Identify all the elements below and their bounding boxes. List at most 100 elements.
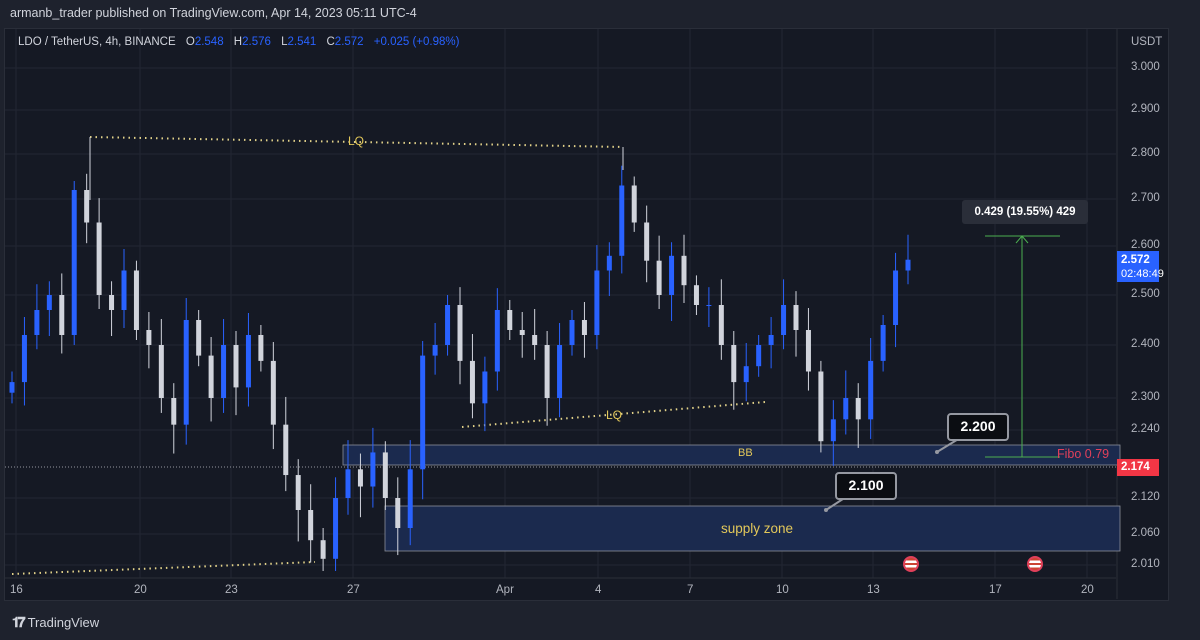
candle-body bbox=[532, 335, 538, 345]
candle-body bbox=[333, 498, 339, 559]
candle-body bbox=[631, 185, 637, 223]
candle-body bbox=[843, 398, 849, 420]
fibo-label: Fibo 0.79 bbox=[1057, 447, 1110, 461]
candle-body bbox=[46, 295, 52, 310]
candle-body bbox=[507, 310, 513, 330]
candle-body bbox=[283, 424, 289, 476]
candle-body bbox=[320, 540, 326, 559]
candle-body bbox=[855, 398, 861, 420]
candle-body bbox=[233, 345, 239, 388]
candle-body bbox=[594, 270, 600, 335]
us-event-flag-icon[interactable] bbox=[903, 556, 919, 572]
candle-body bbox=[158, 345, 164, 398]
candle-body bbox=[644, 222, 650, 261]
candle-body bbox=[893, 270, 899, 325]
time-tick: 20 bbox=[134, 584, 147, 596]
candle-body bbox=[171, 398, 177, 425]
candle-body bbox=[71, 190, 77, 335]
price-tick: 2.010 bbox=[1131, 558, 1160, 570]
price-tick: 2.500 bbox=[1131, 288, 1160, 300]
candle-body bbox=[718, 305, 724, 345]
price-tick: 2.900 bbox=[1131, 103, 1160, 115]
price-tick: 2.120 bbox=[1131, 491, 1160, 503]
supply-zone bbox=[384, 505, 1121, 552]
price-tick: 2.400 bbox=[1131, 338, 1160, 350]
low-label: L bbox=[281, 36, 288, 48]
candle-body bbox=[245, 335, 251, 388]
candle-body bbox=[669, 255, 675, 295]
candle-body bbox=[84, 190, 90, 223]
candle-body bbox=[619, 185, 625, 256]
lq-line-mid bbox=[461, 401, 766, 428]
price-callout-2200[interactable]: 2.200 bbox=[947, 413, 1009, 441]
open-value: 2.548 bbox=[194, 36, 224, 48]
candle-body bbox=[756, 345, 762, 367]
candle-body bbox=[457, 305, 463, 361]
candle-body bbox=[133, 270, 139, 330]
candle-body bbox=[196, 320, 202, 356]
tradingview-logo-icon: 𝟏𝟕 bbox=[12, 614, 26, 630]
candle-body bbox=[830, 419, 836, 442]
candle-body bbox=[544, 345, 550, 398]
candle-body bbox=[445, 305, 451, 345]
candle-body bbox=[395, 498, 401, 528]
price-callout-2100[interactable]: 2.100 bbox=[835, 472, 897, 500]
candle-body bbox=[656, 260, 662, 295]
last-price: 2.572 bbox=[1121, 254, 1150, 266]
candle-body bbox=[357, 469, 363, 487]
candle-body bbox=[606, 255, 612, 271]
symbol-name[interactable]: LDO / TetherUS, 4h, BINANCE bbox=[18, 36, 176, 48]
candle-body bbox=[681, 255, 687, 286]
lq-mid-label: LQ bbox=[606, 408, 623, 422]
symbol-legend: LDO / TetherUS, 4h, BINANCE O2.548 H2.57… bbox=[18, 36, 459, 48]
candle-body bbox=[208, 355, 214, 398]
bb-zone bbox=[342, 444, 1121, 466]
candle-body bbox=[59, 295, 65, 335]
candle-body bbox=[557, 345, 563, 398]
candle-body bbox=[519, 330, 525, 335]
price-range-measure-label[interactable]: 0.429 (19.55%) 429 bbox=[962, 200, 1088, 224]
candle-body bbox=[258, 335, 264, 361]
candle-body bbox=[345, 469, 351, 498]
candle-body bbox=[183, 320, 189, 425]
time-tick: 17 bbox=[989, 584, 1002, 596]
candle-body bbox=[382, 452, 388, 498]
last-price-tag: 2.572 02:48:49 bbox=[1117, 251, 1164, 282]
low-value: 2.541 bbox=[287, 36, 317, 48]
candle-body bbox=[880, 325, 886, 361]
time-tick: 27 bbox=[347, 584, 360, 596]
price-tick: 2.800 bbox=[1131, 147, 1160, 159]
candle-body bbox=[768, 335, 774, 345]
price-tick: 3.000 bbox=[1131, 61, 1160, 73]
close-label: C bbox=[326, 36, 335, 48]
candle-body bbox=[581, 320, 587, 335]
candle-body bbox=[308, 510, 314, 541]
price-tick: 2.700 bbox=[1131, 192, 1160, 204]
candle-body bbox=[295, 475, 301, 510]
callout-anchor bbox=[935, 450, 939, 454]
us-event-flag-icon[interactable] bbox=[1027, 556, 1043, 572]
price-tick: 2.600 bbox=[1131, 239, 1160, 251]
candle-body bbox=[21, 335, 27, 383]
bar-countdown: 02:48:49 bbox=[1121, 268, 1164, 280]
candle-body bbox=[569, 320, 575, 345]
measure-arrow-icon bbox=[1015, 235, 1029, 244]
candle-body bbox=[905, 259, 911, 271]
candle-body bbox=[469, 360, 475, 404]
callout-anchor bbox=[824, 508, 828, 512]
footer-brand[interactable]: 𝟏𝟕 TradingView bbox=[12, 614, 99, 631]
time-tick: 16 bbox=[10, 584, 23, 596]
candle-body bbox=[781, 305, 787, 335]
time-tick: 4 bbox=[595, 584, 602, 596]
change-value: +0.025 (+0.98%) bbox=[373, 36, 460, 48]
candle-body bbox=[494, 310, 500, 372]
candle-body bbox=[805, 330, 811, 372]
candle-body bbox=[731, 345, 737, 383]
open-label: O bbox=[185, 36, 195, 48]
lq-line-bottom bbox=[11, 561, 316, 575]
time-tick: 13 bbox=[867, 584, 880, 596]
candle-body bbox=[121, 270, 127, 310]
candle-body bbox=[868, 360, 874, 420]
time-tick: 7 bbox=[687, 584, 694, 596]
